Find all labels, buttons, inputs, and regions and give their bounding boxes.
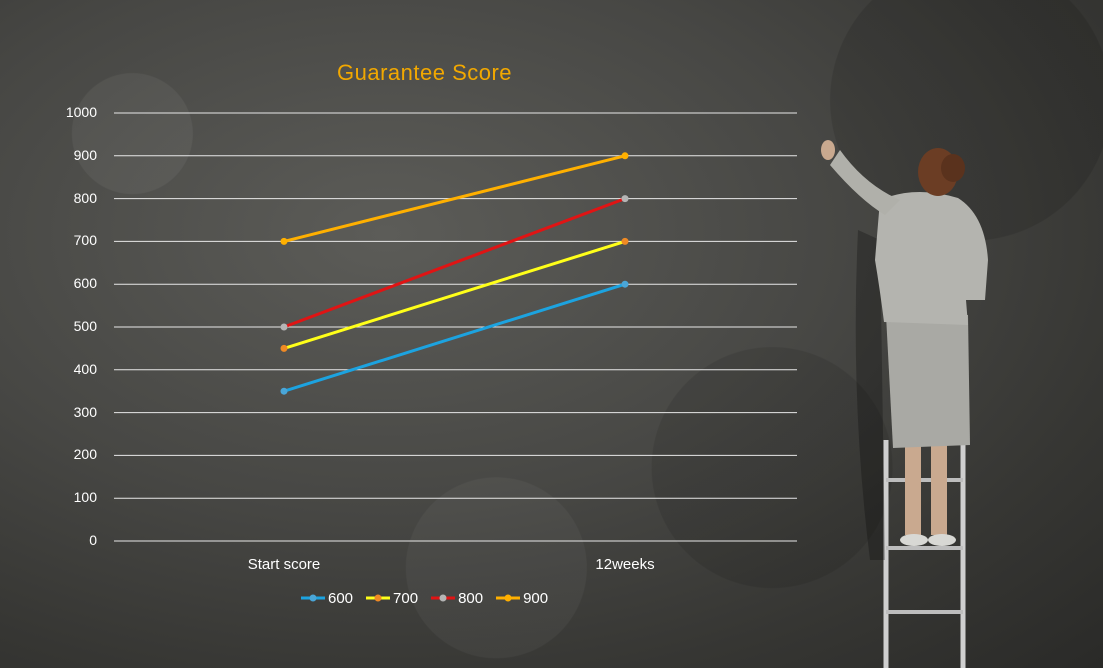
y-tick-label: 0 (89, 532, 97, 548)
chart-title: Guarantee Score (337, 60, 513, 85)
data-point-700 (280, 344, 288, 352)
legend-item-600: 600 (300, 588, 353, 608)
ladder (883, 440, 966, 668)
y-tick-label: 500 (73, 318, 97, 334)
y-tick-label: 800 (73, 189, 97, 206)
legend-label: 800 (458, 589, 484, 607)
data-point-700 (621, 237, 629, 245)
legend-swatch (431, 594, 456, 602)
y-tick-label: 1000 (65, 104, 97, 120)
series-line-600 (283, 282, 626, 393)
legend-label: 900 (523, 589, 549, 607)
legend-swatch (366, 594, 391, 602)
x-tick-label: Start score (247, 556, 321, 573)
data-point-800 (280, 323, 288, 331)
data-point-600 (280, 387, 288, 395)
legend-label: 700 (393, 589, 419, 607)
data-point-900 (280, 237, 288, 245)
y-tick-label: 200 (73, 446, 97, 463)
data-point-800 (621, 195, 629, 203)
data-point-900 (621, 152, 629, 160)
y-tick-label: 600 (73, 275, 97, 292)
legend-item-700: 700 (365, 588, 418, 608)
y-tick-label: 700 (73, 232, 97, 249)
legend-item-900: 900 (495, 588, 548, 608)
data-point-600 (621, 280, 629, 288)
y-tick-label: 100 (73, 489, 97, 506)
legend-label: 600 (328, 589, 354, 607)
chart-legend: 600 700 800 900 (300, 588, 548, 608)
legend-item-800: 800 (430, 588, 483, 608)
series-line-800 (283, 197, 626, 329)
series-line-700 (283, 239, 626, 350)
legend-swatch (496, 594, 521, 602)
x-tick-label: 12weeks (595, 556, 655, 573)
series-line-900 (283, 154, 626, 243)
y-tick-label: 400 (73, 360, 97, 377)
y-tick-label: 300 (73, 403, 97, 420)
legend-swatch (301, 594, 325, 602)
y-tick-label: 900 (73, 146, 97, 163)
